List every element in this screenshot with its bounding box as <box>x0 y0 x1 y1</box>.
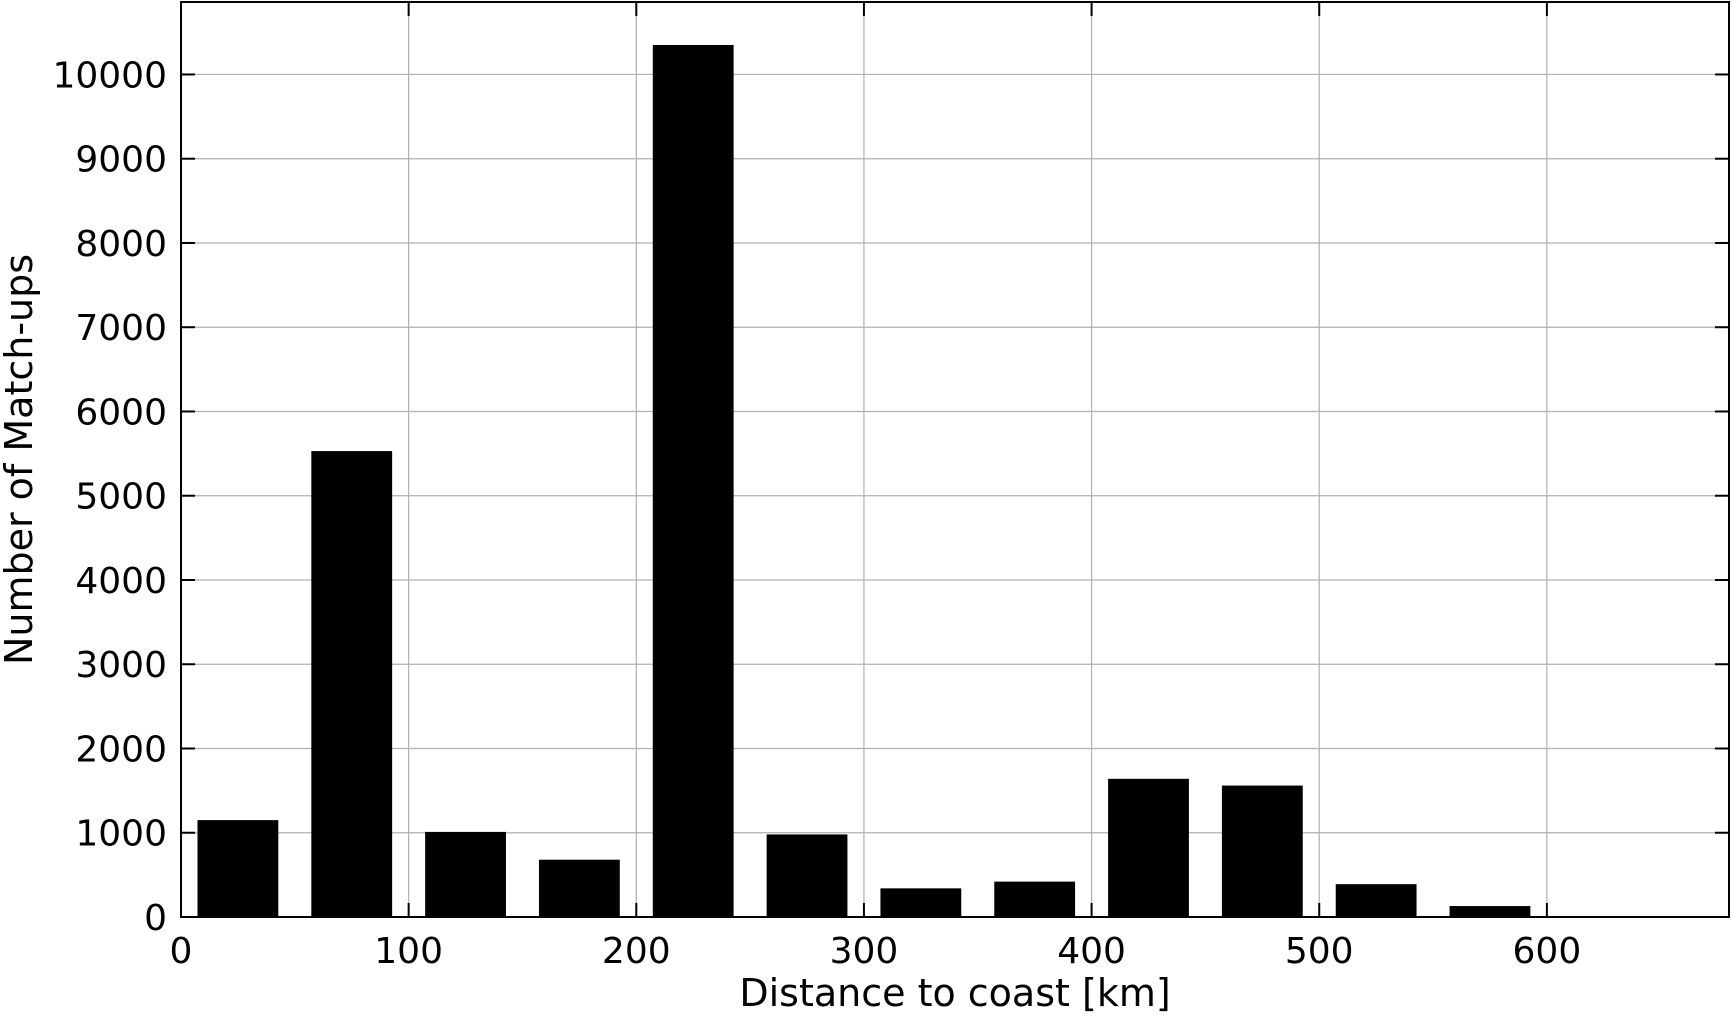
bar <box>1335 884 1417 917</box>
x-tick-label: 300 <box>830 931 899 972</box>
x-tick-label: 400 <box>1057 931 1126 972</box>
bars <box>197 44 1531 918</box>
bar <box>766 834 848 917</box>
y-tick-label: 4000 <box>75 561 167 602</box>
x-tick-label: 0 <box>170 931 193 972</box>
bar <box>1449 906 1531 917</box>
plot-frame <box>180 1 1730 918</box>
bar <box>197 820 279 917</box>
y-tick-label: 7000 <box>75 308 167 349</box>
tick-marks <box>180 2 1729 918</box>
x-tick-label: 100 <box>374 931 443 972</box>
x-axis-title: Distance to coast [km] <box>739 971 1170 1015</box>
x-tick-label: 200 <box>602 931 671 972</box>
bar <box>994 881 1076 917</box>
bar <box>1221 785 1303 917</box>
bar <box>425 831 506 917</box>
bar <box>311 451 393 917</box>
y-tick-labels: 0 1000 2000 3000 4000 5000 6000 7000 8000 9000 100… <box>52 55 167 939</box>
x-tick-label: 600 <box>1513 931 1582 972</box>
grid <box>181 2 1729 917</box>
bar <box>538 859 620 917</box>
x-tick-labels: 0 100 200 300 400 500 600 <box>170 931 1582 972</box>
y-tick-label: 6000 <box>75 392 167 433</box>
y-tick-label: 1000 <box>75 814 167 855</box>
y-tick-label: 0 <box>144 898 167 939</box>
bar <box>1108 778 1189 917</box>
y-axis-title: Number of Match-ups <box>0 254 41 665</box>
x-tick-label: 500 <box>1285 931 1354 972</box>
y-tick-label: 8000 <box>75 224 167 265</box>
bar <box>652 44 734 918</box>
y-tick-label: 10000 <box>52 55 167 96</box>
bar <box>880 888 962 917</box>
y-tick-label: 3000 <box>75 645 167 686</box>
y-tick-label: 5000 <box>75 477 167 518</box>
y-tick-label: 2000 <box>75 729 167 770</box>
y-tick-label: 9000 <box>75 140 167 181</box>
